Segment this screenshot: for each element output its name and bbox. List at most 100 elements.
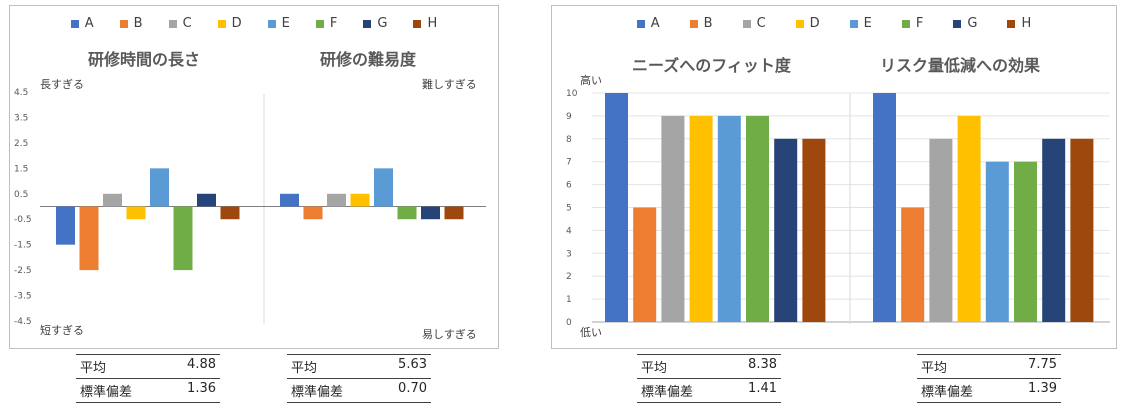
y-tick-label: 8	[566, 135, 572, 145]
legend: A B C D E F G H	[10, 16, 498, 31]
legend-swatch	[795, 19, 804, 28]
bar-a	[873, 93, 896, 322]
y-tick-label: 2	[566, 272, 572, 282]
legend-swatch	[1007, 19, 1016, 28]
stats-table-training-length: 平均 4.88 標準偏差 1.36	[76, 354, 220, 403]
stats-average-row: 平均 8.38	[637, 354, 781, 379]
legend-label: E	[281, 16, 290, 31]
bar-g	[197, 193, 216, 207]
stats-average-row: 平均 4.88	[76, 354, 220, 379]
legend-label: E	[863, 16, 872, 31]
legend-label: H	[427, 16, 438, 31]
legend-label: D	[231, 16, 242, 31]
stats-average-value: 4.88	[187, 357, 216, 372]
legend-swatch	[901, 19, 910, 28]
legend: A B C D E F G H	[552, 16, 1116, 31]
y-tick-label: 5	[566, 204, 572, 214]
y-tick-label: 9	[566, 112, 572, 122]
bar-g	[1042, 138, 1066, 322]
legend-item-b: B	[689, 16, 713, 31]
bar-c	[103, 193, 122, 207]
chart-title-needs-fit: ニーズへのフィット度	[632, 56, 791, 75]
bar-e	[985, 161, 1009, 322]
legend-swatch	[413, 19, 422, 28]
legend-item-f: F	[315, 16, 338, 31]
bar-b	[303, 206, 323, 220]
legend-label: F	[329, 16, 338, 31]
label-too-difficult: 難しすぎる	[422, 78, 477, 91]
bar-d	[957, 115, 981, 323]
stats-average-value: 7.75	[1028, 357, 1057, 372]
legend-item-g: G	[953, 16, 977, 31]
legend-item-a: A	[636, 16, 660, 31]
bar-f	[397, 206, 417, 220]
y-tick-label: 1.5	[14, 164, 28, 174]
stats-sd-row: 標準偏差 1.39	[917, 379, 1061, 403]
legend-swatch	[742, 19, 751, 28]
legend-label: H	[1021, 16, 1032, 31]
stats-table-training-difficulty: 平均 5.63 標準偏差 0.70	[287, 354, 431, 403]
label-too-short: 短すぎる	[40, 324, 84, 337]
legend-swatch	[70, 19, 79, 28]
legend-swatch	[636, 19, 645, 28]
y-tick-label: 1	[566, 295, 572, 305]
label-too-long: 長すぎる	[40, 78, 84, 91]
legend-label: A	[84, 16, 94, 31]
stats-average-label: 平均	[921, 361, 948, 376]
stats-average-label: 平均	[80, 361, 107, 376]
legend-item-c: C	[742, 16, 766, 31]
y-tick-label: 4.5	[14, 88, 28, 98]
legend-swatch	[119, 19, 128, 28]
y-tick-label: -1.5	[14, 241, 32, 251]
legend-label: A	[650, 16, 660, 31]
stats-sd-value: 0.70	[398, 381, 427, 396]
legend-label: C	[182, 16, 192, 31]
label-high: 高い	[580, 74, 602, 87]
bar-c	[929, 138, 953, 322]
stats-sd-value: 1.36	[187, 381, 216, 396]
y-tick-label: -0.5	[14, 215, 32, 225]
bar-a	[56, 206, 75, 245]
legend-item-d: D	[795, 16, 820, 31]
legend-label: D	[809, 16, 820, 31]
stats-average-value: 8.38	[748, 357, 777, 372]
bar-c	[327, 193, 346, 207]
legend-swatch	[689, 19, 698, 28]
y-tick-label: 6	[566, 181, 572, 191]
y-tick-label: -2.5	[14, 266, 32, 276]
legend-swatch	[267, 19, 276, 28]
bar-b	[901, 207, 925, 322]
bar-h	[1070, 138, 1094, 322]
stats-sd-label: 標準偏差	[291, 385, 344, 400]
bar-f	[746, 115, 769, 323]
y-tick-label: 0.5	[14, 190, 28, 200]
stats-average-row: 平均 7.75	[917, 354, 1061, 379]
legend-label: G	[967, 16, 978, 31]
stats-sd-label: 標準偏差	[641, 385, 694, 400]
chart-title-training-length: 研修時間の長さ	[88, 50, 201, 69]
y-tick-label: 3	[566, 249, 572, 259]
bar-d	[126, 206, 146, 220]
left-charts-svg: 4.5 3.5 2.5 1.5 0.5 -0.5 -1.5 -2.5 -3.5 -4.5	[14, 88, 486, 327]
legend-label: F	[915, 16, 924, 31]
legend-item-h: H	[413, 16, 437, 31]
legend-item-h: H	[1007, 16, 1031, 31]
legend-swatch	[168, 19, 177, 28]
bar-c	[661, 115, 685, 323]
stats-average-label: 平均	[291, 361, 318, 376]
label-too-easy: 易しすぎる	[422, 328, 477, 341]
legend-item-d: D	[217, 16, 242, 31]
legend-label: B	[703, 16, 713, 31]
legend-swatch	[363, 19, 372, 28]
bar-a	[280, 193, 299, 207]
bar-h	[802, 138, 826, 322]
y-tick-label: -4.5	[14, 317, 32, 327]
legend-item-c: C	[168, 16, 192, 31]
stats-sd-label: 標準偏差	[921, 385, 974, 400]
stats-average-value: 5.63	[398, 357, 427, 372]
stats-average-row: 平均 5.63	[287, 354, 431, 379]
bar-a	[605, 93, 628, 322]
legend-item-b: B	[119, 16, 143, 31]
bar-h	[444, 206, 464, 220]
